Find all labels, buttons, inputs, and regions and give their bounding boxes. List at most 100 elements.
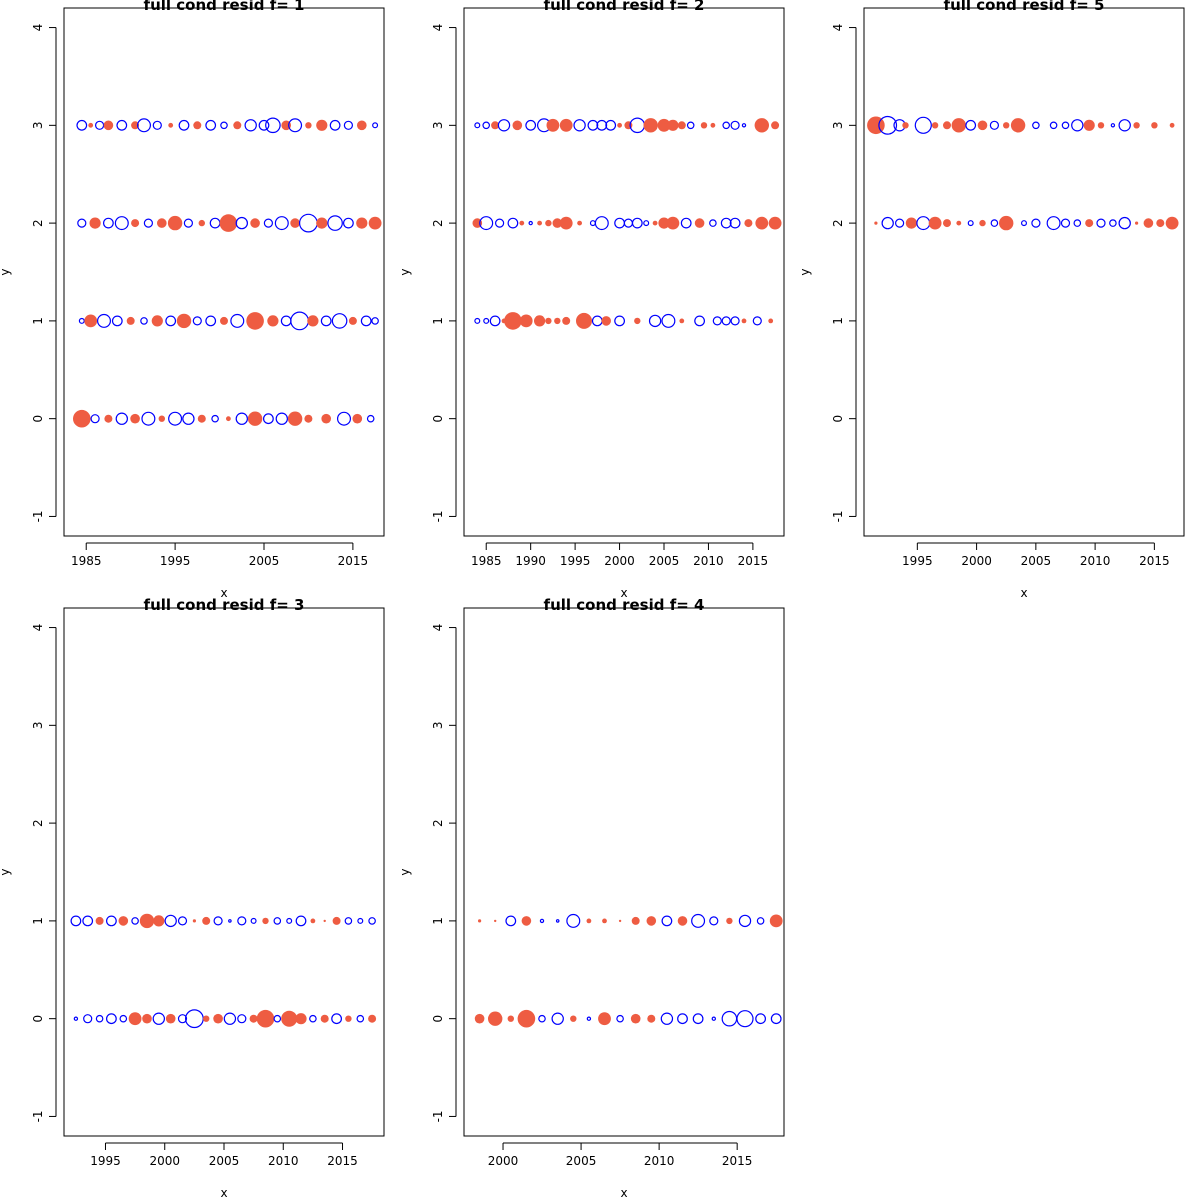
point-positive bbox=[552, 218, 563, 228]
x-tick-label: 2010 bbox=[644, 1154, 675, 1168]
panel-title: full cond resid f= 3 bbox=[144, 596, 305, 614]
x-axis-label: x bbox=[220, 1186, 227, 1200]
point-negative bbox=[894, 218, 905, 228]
point-negative bbox=[1046, 216, 1061, 231]
x-axis-label: x bbox=[620, 586, 627, 600]
point-negative bbox=[729, 217, 741, 229]
point-positive bbox=[316, 119, 328, 131]
point-positive bbox=[562, 316, 571, 325]
point-positive bbox=[345, 1015, 352, 1022]
point-positive bbox=[491, 121, 500, 130]
point-positive bbox=[517, 1009, 536, 1028]
point-positive bbox=[203, 1015, 210, 1022]
y-tick-label: 4 bbox=[831, 24, 845, 32]
point-positive bbox=[943, 219, 951, 228]
y-tick-label: -1 bbox=[431, 510, 445, 522]
point-positive bbox=[1083, 119, 1095, 131]
point-negative bbox=[116, 119, 128, 131]
point-negative bbox=[230, 313, 245, 328]
y-tick-label: 2 bbox=[431, 219, 445, 227]
point-negative bbox=[237, 916, 247, 926]
point-negative bbox=[736, 1010, 754, 1028]
point-negative bbox=[661, 915, 673, 927]
point-negative bbox=[309, 1014, 317, 1023]
point-positive bbox=[1003, 122, 1010, 129]
point-positive bbox=[478, 919, 482, 923]
point-negative bbox=[756, 917, 765, 925]
x-tick-label: 1985 bbox=[71, 554, 102, 568]
point-positive bbox=[1165, 216, 1179, 230]
point-positive bbox=[576, 312, 592, 329]
point-positive bbox=[658, 217, 670, 229]
point-negative bbox=[489, 315, 501, 327]
point-positive bbox=[249, 1014, 258, 1023]
point-positive bbox=[768, 216, 782, 230]
point-positive bbox=[999, 215, 1014, 231]
point-negative bbox=[76, 119, 88, 131]
point-positive bbox=[956, 220, 962, 226]
point-positive bbox=[281, 1010, 298, 1027]
point-positive bbox=[213, 1013, 223, 1024]
point-negative bbox=[265, 117, 281, 134]
point-negative bbox=[320, 315, 332, 327]
point-negative bbox=[643, 220, 650, 227]
point-negative bbox=[1061, 121, 1070, 130]
x-tick-label: 2005 bbox=[649, 554, 680, 568]
point-positive bbox=[193, 121, 202, 130]
point-negative bbox=[164, 914, 177, 928]
point-positive bbox=[165, 1013, 176, 1024]
point-positive bbox=[118, 916, 129, 926]
point-negative bbox=[483, 317, 490, 324]
point-negative bbox=[192, 316, 202, 326]
point-positive bbox=[559, 216, 573, 230]
x-tick-label: 2000 bbox=[488, 1154, 519, 1168]
point-positive bbox=[262, 917, 269, 925]
panel-5: 2000 2005 2010 2015 -1 0 1 2 3 4 x y full cond resid… bbox=[398, 596, 785, 1200]
point-negative bbox=[505, 915, 517, 927]
point-positive bbox=[521, 916, 532, 926]
point-positive bbox=[220, 316, 228, 325]
x-tick-label: 1995 bbox=[160, 554, 191, 568]
y-tick-label: 1 bbox=[831, 317, 845, 325]
point-negative bbox=[295, 915, 307, 927]
point-positive bbox=[755, 216, 769, 230]
y-axis-label: y bbox=[0, 868, 12, 875]
x-tick-label: 1995 bbox=[902, 554, 933, 568]
point-negative bbox=[989, 120, 1000, 130]
point-negative bbox=[182, 412, 195, 425]
point-negative bbox=[177, 916, 188, 926]
point-negative bbox=[211, 414, 219, 423]
panel-4: 1995 2000 2005 2010 2015 -1 0 1 2 3 4 x y full cond r… bbox=[0, 596, 385, 1200]
point-positive bbox=[153, 915, 165, 927]
point-negative bbox=[721, 316, 731, 326]
point-negative bbox=[660, 1012, 674, 1025]
point-positive bbox=[348, 316, 357, 325]
point-negative bbox=[329, 119, 341, 131]
point-negative bbox=[691, 913, 706, 928]
point-positive bbox=[694, 218, 705, 228]
point-positive bbox=[130, 413, 140, 424]
point-positive bbox=[233, 121, 242, 130]
x-tick-label: 2010 bbox=[268, 1154, 299, 1168]
point-positive bbox=[519, 314, 533, 328]
point-negative bbox=[357, 917, 364, 924]
point-negative bbox=[965, 119, 977, 131]
point-negative bbox=[344, 917, 353, 925]
point-positive bbox=[247, 411, 263, 426]
point-positive bbox=[652, 220, 658, 226]
point-negative bbox=[114, 216, 129, 231]
x-axis-label: x bbox=[220, 586, 227, 600]
point-negative bbox=[140, 317, 148, 325]
point-negative bbox=[586, 1016, 592, 1021]
panel-title: full cond resid f= 5 bbox=[944, 0, 1105, 14]
point-positive bbox=[754, 118, 769, 133]
point-negative bbox=[605, 119, 617, 131]
point-positive bbox=[1135, 221, 1139, 225]
point-positive bbox=[631, 916, 640, 925]
point-negative bbox=[1049, 121, 1058, 130]
y-tick-label: 1 bbox=[431, 317, 445, 325]
point-positive bbox=[131, 219, 140, 228]
point-positive bbox=[1156, 219, 1165, 228]
x-axis-label: x bbox=[1020, 586, 1027, 600]
